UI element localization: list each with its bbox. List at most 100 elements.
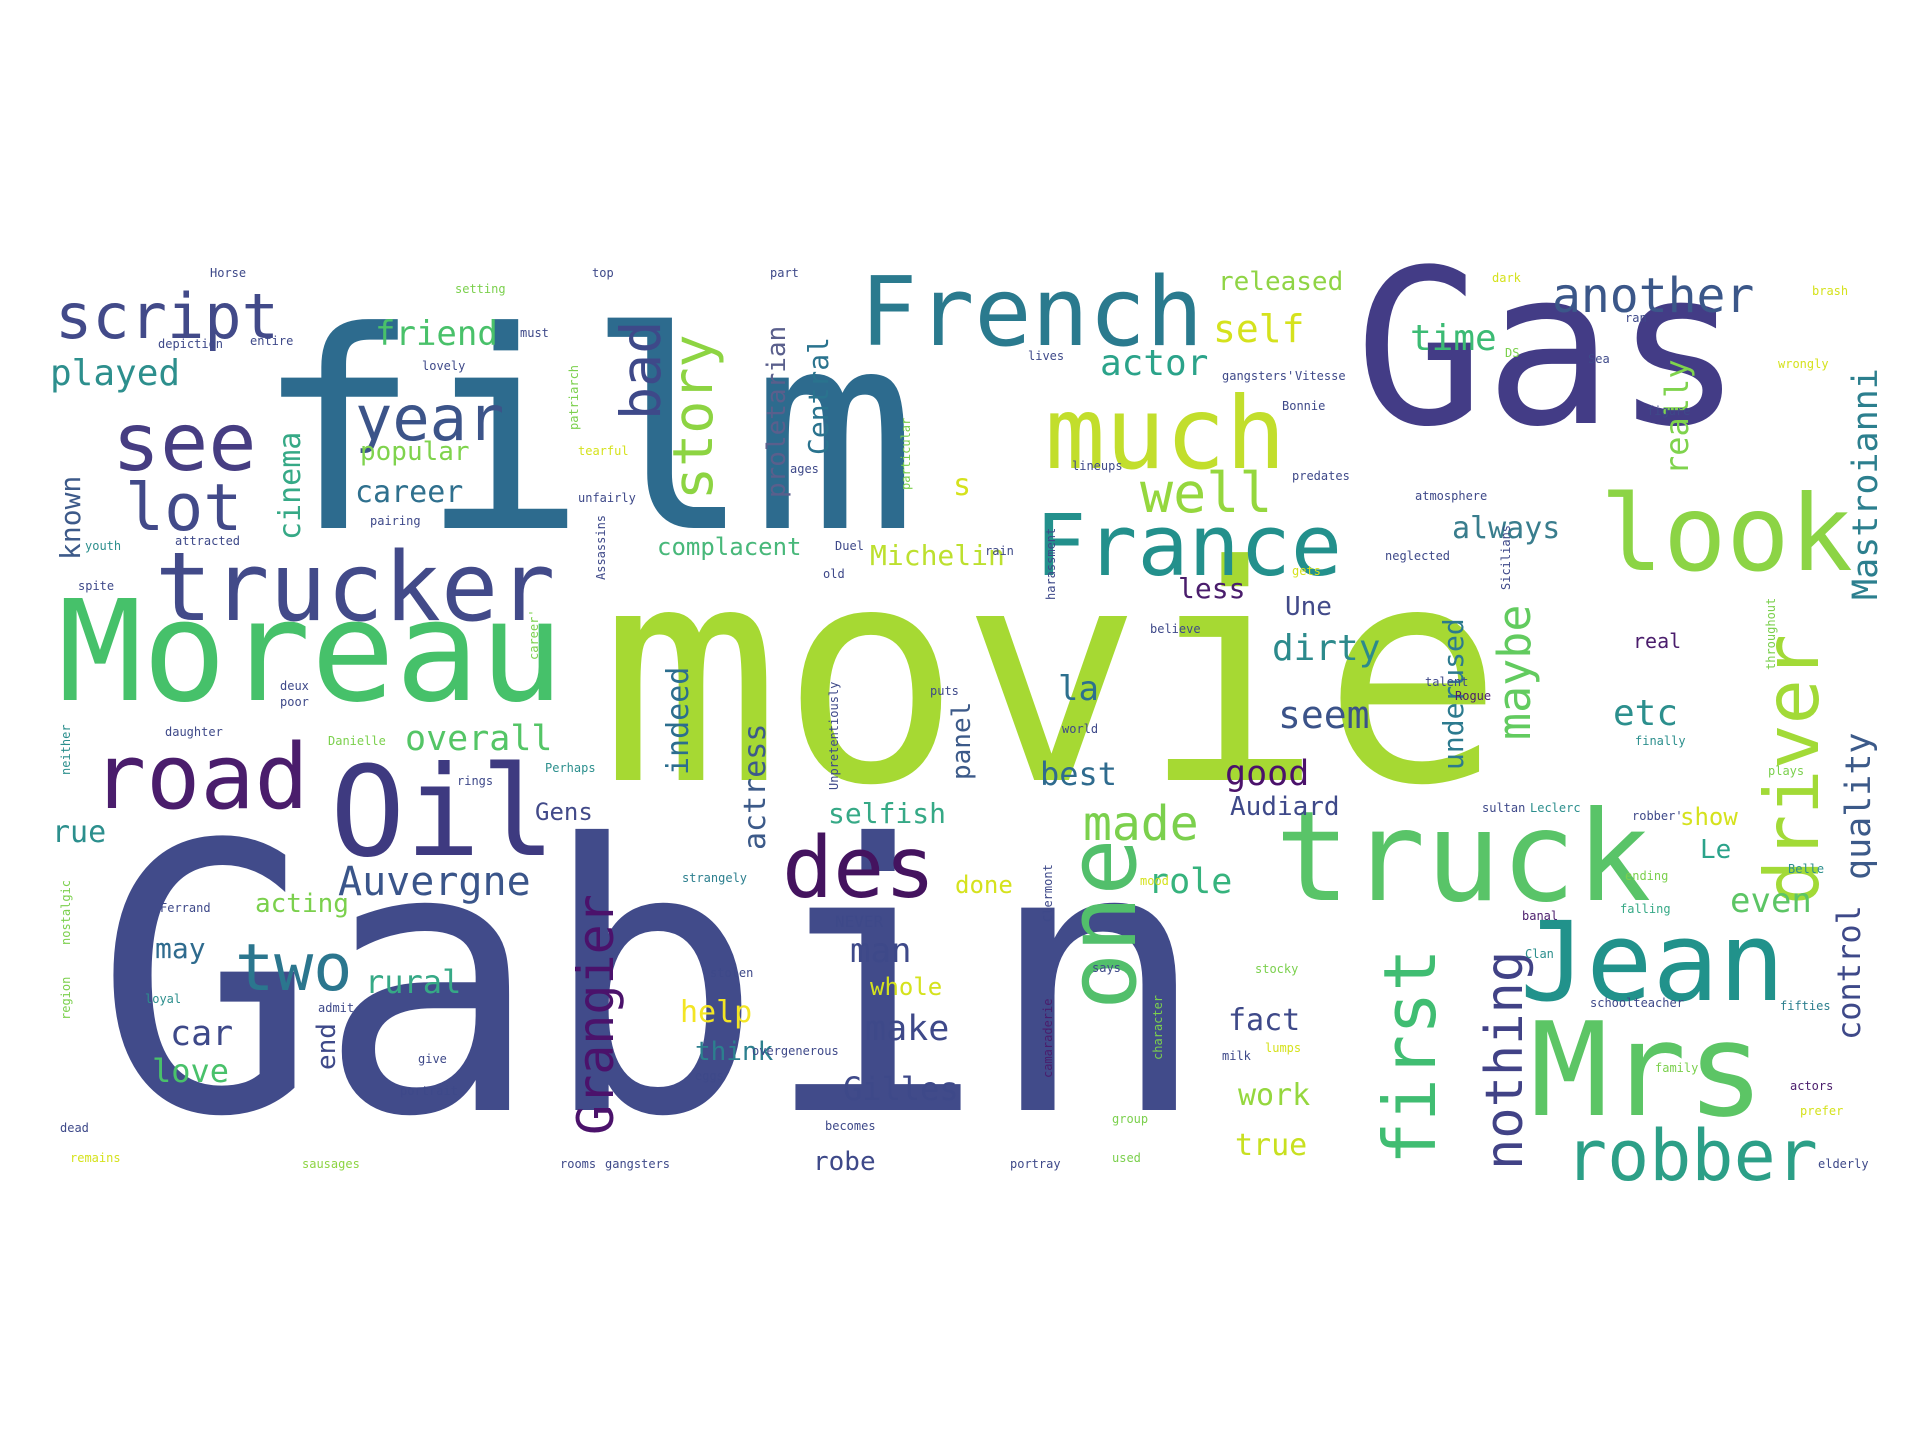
word-rogue: Rogue xyxy=(1455,689,1491,703)
word-finally: finally xyxy=(1635,734,1686,748)
word-give: give xyxy=(418,1052,447,1066)
word-ending: ending xyxy=(1625,869,1668,883)
word-des: des xyxy=(782,819,936,918)
word-rural: rural xyxy=(365,963,461,1001)
word-horse: Horse xyxy=(210,266,246,280)
word-well: well xyxy=(1140,461,1272,525)
word-another: another xyxy=(1552,268,1754,324)
word-first: first xyxy=(1368,948,1452,1165)
word-proletarian: proletarian xyxy=(762,326,792,498)
word-perhaps: Perhaps xyxy=(545,761,596,775)
word-gangsters: gangsters' xyxy=(1222,369,1294,383)
word-unpretentiously: Unpretentiously xyxy=(827,682,841,790)
word-bonnie: Bonnie xyxy=(1282,399,1325,413)
word-even: even xyxy=(1730,881,1812,921)
word-rain: rain xyxy=(985,544,1014,558)
word-indeed: indeed xyxy=(661,667,696,775)
word-schoolteacher: schoolteacher xyxy=(1590,996,1684,1010)
word-robber: robber xyxy=(1565,1115,1818,1197)
word-robe: robe xyxy=(813,1147,876,1177)
word-poor: poor xyxy=(280,695,309,709)
word-pairing: pairing xyxy=(370,514,421,528)
word-help: help xyxy=(680,995,752,1030)
word-bad: bad xyxy=(609,321,673,420)
word-danielle: Danielle xyxy=(328,734,386,748)
word-group: group xyxy=(1112,1112,1148,1126)
word-gabin: Gabin xyxy=(95,768,1209,1198)
word-look: look xyxy=(1600,473,1853,595)
word-patriarch: patriarch xyxy=(567,365,581,430)
word-gilles: Gilles xyxy=(843,1070,959,1108)
word-gets: gets xyxy=(1292,564,1321,578)
word-actors: actors xyxy=(1790,1079,1833,1093)
word-sicilians: Sicilians xyxy=(1499,525,1513,590)
word-talent: talent xyxy=(1425,675,1468,689)
word-robber: robber' xyxy=(1632,809,1683,823)
word-auvergne: Auvergne xyxy=(338,859,531,905)
word-lineups: lineups xyxy=(1072,459,1123,473)
word-neither: neither xyxy=(59,724,73,775)
word-seem: seem xyxy=(1278,693,1370,737)
word-figure: figure xyxy=(1647,404,1690,418)
word-less: less xyxy=(1178,572,1245,605)
word-mood: mood xyxy=(1140,874,1169,888)
word-ds: DS xyxy=(1505,346,1519,360)
word-best: best xyxy=(1040,755,1117,793)
word-gas: Gas xyxy=(1355,223,1743,474)
word-lumps: lumps xyxy=(1265,1041,1301,1055)
word-overgenerous: overgenerous xyxy=(752,1044,839,1058)
word-made: made xyxy=(1083,796,1199,852)
word-end: end xyxy=(312,1023,342,1070)
word-loyal: loyal xyxy=(145,992,181,1006)
word-good: good xyxy=(1225,754,1309,794)
word-real: real xyxy=(1633,629,1681,653)
word-much: much xyxy=(1045,375,1286,492)
word-lives: lives xyxy=(1028,349,1064,363)
word-panel: panel xyxy=(947,702,977,780)
word-rue: rue xyxy=(52,815,106,850)
word-says: says xyxy=(1092,961,1121,975)
word-selfish: selfish xyxy=(828,797,946,830)
word-known: known xyxy=(54,476,87,560)
word-particular: particular xyxy=(899,418,913,490)
word-lot: lot xyxy=(125,471,242,546)
word-mastroianni: Mastroianni xyxy=(1846,368,1886,600)
word-true: true xyxy=(1235,1128,1307,1163)
word-time: time xyxy=(1410,318,1497,359)
word-camaraderie: camaraderie xyxy=(1041,999,1055,1078)
word-admit: admit xyxy=(318,1001,354,1015)
word-rings: rings xyxy=(457,774,493,788)
word-believe: believe xyxy=(1150,622,1201,636)
word-le: Le xyxy=(1700,835,1731,865)
word-played: played xyxy=(50,353,180,394)
word-duel: Duel xyxy=(835,539,864,553)
word-jean: Jean xyxy=(1520,898,1785,1026)
word-movie: movie xyxy=(600,502,1503,851)
word-unfairly: unfairly xyxy=(578,491,636,505)
word-driver: driver xyxy=(1748,634,1836,905)
word-done: done xyxy=(955,871,1013,899)
word-leclerc: Leclerc xyxy=(1530,801,1581,815)
word-france: France xyxy=(1035,497,1342,596)
word-trucker: trucker xyxy=(155,533,555,643)
word-ferrand: Ferrand xyxy=(160,901,211,915)
word-see: see xyxy=(112,396,257,489)
word-portray: portray xyxy=(1010,1157,1061,1171)
word-man: man xyxy=(850,931,911,971)
word-banal: banal xyxy=(1522,909,1558,923)
word-old: old xyxy=(823,567,845,581)
word-dark: dark xyxy=(1492,271,1522,285)
word-quality: quality xyxy=(1839,732,1879,880)
word-strangely: strangely xyxy=(682,871,747,885)
word-may: may xyxy=(155,932,206,965)
word-falling: falling xyxy=(1620,902,1671,916)
word-entire: entire xyxy=(250,334,293,348)
word-nostalgic: nostalgic xyxy=(59,880,73,945)
word-atmosphere: atmosphere xyxy=(1415,489,1487,503)
word-wrongly: wrongly xyxy=(1778,357,1829,371)
word-top: top xyxy=(592,266,614,280)
word-deux: deux xyxy=(280,679,309,693)
word-truck: truck xyxy=(1275,785,1651,930)
